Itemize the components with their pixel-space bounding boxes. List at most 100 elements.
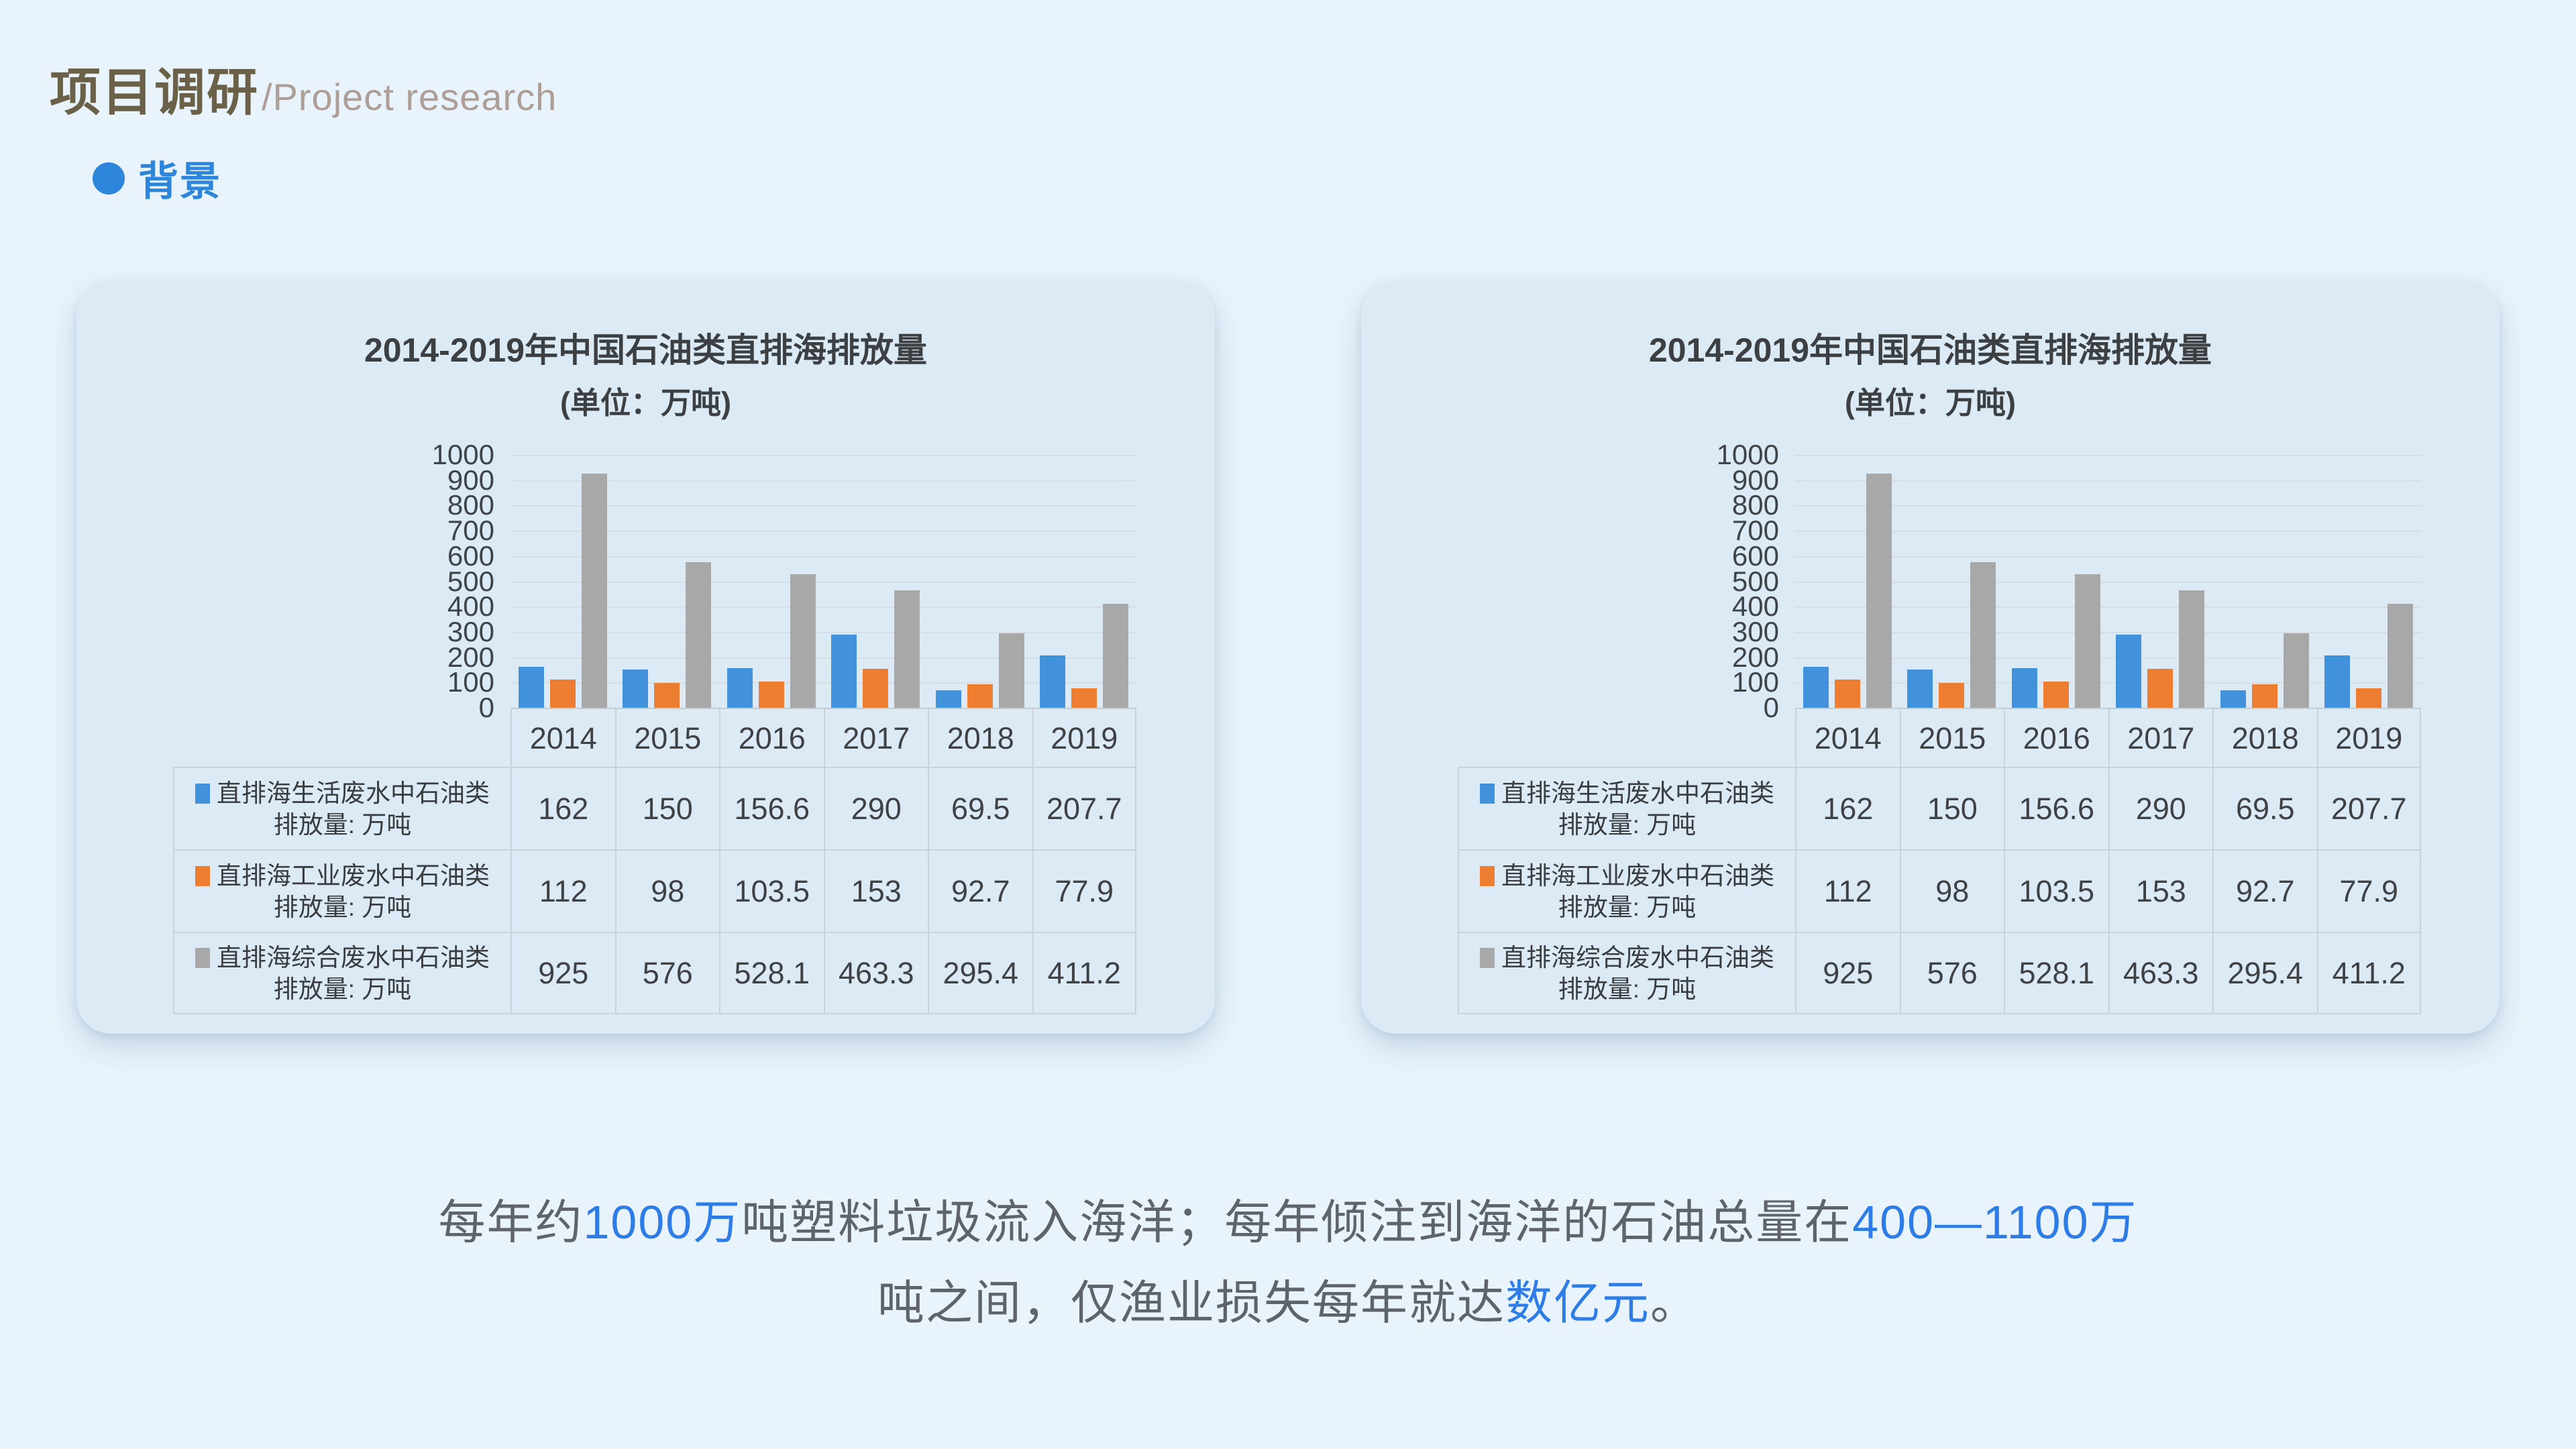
y-tick-label: 0 [478, 692, 494, 723]
gridline [1795, 657, 2421, 659]
bar-chart: 1000 900 800 700 600 500 400 300 200 100 0 2014 201… [173, 439, 1136, 1018]
table-value: 925 [1795, 932, 1900, 1014]
legend-swatch-icon [195, 947, 210, 968]
legend-swatch-icon [1480, 865, 1495, 886]
table-value: 411.2 [2316, 932, 2421, 1014]
bar [998, 633, 1024, 708]
y-tick-label: 1000 [431, 439, 494, 470]
table-value: 528.1 [2004, 932, 2108, 1014]
y-tick-label: 200 [447, 641, 494, 673]
table-value: 576 [614, 932, 719, 1014]
bar [686, 561, 712, 708]
legend-cell: 直排海生活废水中石油类 排放量: 万吨 [173, 767, 511, 849]
gridline [1795, 531, 2421, 533]
plot-area [511, 455, 1136, 708]
x-axis-label: 2014 [511, 709, 615, 768]
data-table: 直排海生活废水中石油类 排放量: 万吨 162 150 156.6 290 69.5 207.… [173, 767, 1136, 1014]
highlight-text: 400—1100万 [1852, 1196, 2138, 1248]
chart-card-right: 2014-2019年中国石油类直排海排放量 (单位：万吨) 1000 900 800… [1361, 282, 2500, 1034]
table-value: 463.3 [823, 932, 928, 1014]
x-axis-label: 2015 [614, 709, 720, 768]
bar [790, 574, 816, 708]
y-tick-label: 700 [447, 515, 494, 547]
bar-group [824, 455, 928, 708]
gridline [1795, 480, 2421, 482]
highlight-text: 1000万 [583, 1196, 742, 1248]
y-tick-label: 600 [1731, 539, 1779, 572]
table-value: 153 [823, 849, 928, 932]
bar-group [2004, 455, 2108, 708]
table-value: 290 [823, 767, 928, 849]
chart-subtitle: (单位：万吨) [1845, 386, 2016, 420]
table-value: 77.9 [1032, 849, 1136, 932]
legend-swatch-icon [1480, 947, 1495, 968]
legend-cell: 直排海工业废水中石油类 排放量: 万吨 [173, 849, 511, 932]
bar [1803, 666, 1829, 708]
series-unit: 排放量: 万吨 [273, 975, 412, 1003]
y-tick-label: 400 [1731, 590, 1779, 623]
gridline [1795, 581, 2421, 583]
table-value: 69.5 [928, 767, 1032, 849]
chart-title: 2014-2019年中国石油类直排海排放量 [364, 331, 928, 369]
bar [2220, 690, 2246, 708]
series-name: 直排海工业废水中石油类 [217, 861, 490, 890]
body-text: 。 [1650, 1277, 1699, 1329]
bar-group [2108, 455, 2213, 708]
bar [2283, 633, 2309, 708]
table-value: 92.7 [2212, 849, 2317, 932]
table-value: 207.7 [1032, 767, 1136, 849]
x-axis-label: 2015 [1899, 709, 2004, 768]
table-value: 207.7 [2316, 767, 2421, 849]
gridline [511, 455, 1136, 456]
y-tick-label: 0 [1763, 692, 1779, 723]
bar [863, 669, 889, 708]
y-tick-label: 500 [1731, 565, 1779, 597]
gridline [1795, 606, 2421, 608]
y-tick-label: 800 [447, 489, 494, 521]
gridline [511, 606, 1136, 608]
bar [831, 634, 857, 708]
bar [518, 666, 544, 708]
table-value: 576 [1899, 932, 2004, 1014]
series-name: 直排海综合废水中石油类 [1501, 943, 1774, 971]
bar-group [2317, 455, 2422, 708]
bar [2043, 681, 2069, 708]
highlight-text: 数亿元 [1505, 1277, 1650, 1329]
series-name: 直排海生活废水中石油类 [217, 779, 490, 807]
page-title-en: /Project research [262, 76, 557, 118]
bar [727, 667, 753, 708]
chart-card-left: 2014-2019年中国石油类直排海排放量 (单位：万吨) 1000 900 800… [76, 282, 1215, 1034]
y-tick-label: 900 [447, 464, 494, 496]
y-axis: 1000 900 800 700 600 500 400 300 200 100 0 [173, 439, 494, 723]
gridline [511, 581, 1136, 583]
bar [1866, 474, 1892, 708]
gridline [511, 505, 1136, 507]
bar-group [2212, 455, 2317, 708]
table-value: 162 [1795, 767, 1900, 849]
bar [1834, 679, 1860, 708]
series-unit: 排放量: 万吨 [1558, 893, 1697, 921]
y-tick-label: 600 [447, 539, 494, 572]
bar [2251, 684, 2277, 708]
table-value: 150 [614, 767, 719, 849]
chart-title: 2014-2019年中国石油类直排海排放量 [1648, 331, 2212, 369]
bar [2074, 574, 2100, 708]
bar-group [1032, 455, 1137, 708]
bar [894, 590, 920, 708]
bar [2356, 688, 2382, 708]
y-tick-label: 800 [1731, 489, 1779, 521]
gridline [511, 480, 1136, 482]
bar [1939, 683, 1965, 708]
x-axis-label: 2017 [823, 709, 928, 768]
bar-group [615, 455, 720, 708]
table-value: 528.1 [719, 932, 824, 1014]
bar [935, 690, 961, 708]
legend-swatch-icon [1480, 783, 1495, 804]
paragraph-line: 每年约1000万吨塑料垃圾流入海洋；每年倾注到海洋的石油总量在400—1100万 [0, 1182, 2576, 1263]
y-tick-label: 300 [447, 615, 494, 647]
bar-group [928, 455, 1032, 708]
bullet-icon [93, 162, 125, 195]
legend-cell: 直排海生活废水中石油类 排放量: 万吨 [1458, 767, 1795, 849]
bar [1071, 688, 1097, 708]
